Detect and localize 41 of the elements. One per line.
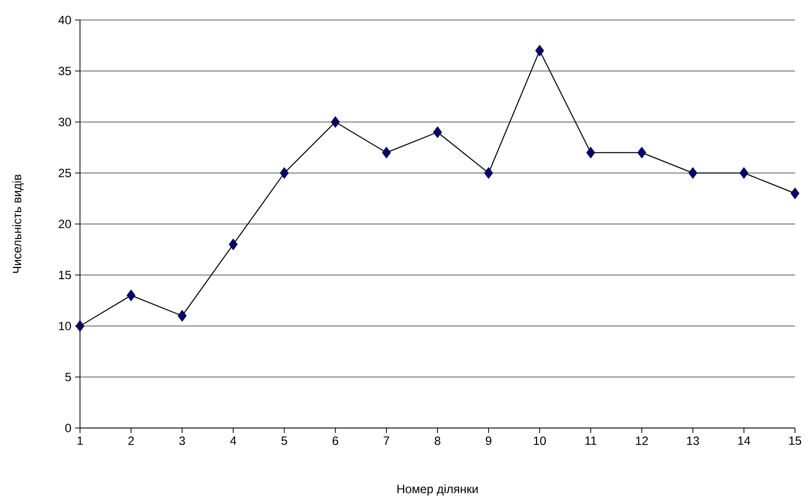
y-tick-label: 40 [58, 16, 71, 24]
x-tick-label: 12 [636, 436, 648, 445]
x-tick-label: 4 [230, 436, 236, 445]
x-axis-title: Номер ділянки [397, 484, 478, 496]
point [330, 116, 340, 128]
y-tick-label: 15 [59, 270, 71, 280]
y-tick-label: 35 [58, 66, 71, 76]
point [790, 188, 800, 200]
x-tick-label: 10 [534, 436, 546, 446]
x-tick-label: 9 [486, 436, 492, 446]
point [637, 146, 646, 158]
y-tick-label: 30 [58, 118, 71, 126]
y-tick-label: 5 [65, 372, 71, 382]
point [433, 126, 442, 138]
x-tick-label: 14 [738, 436, 750, 445]
x-tick-label: 7 [384, 436, 390, 445]
y-tick-label: 10 [59, 322, 71, 330]
x-tick-label: 5 [281, 436, 288, 445]
point [586, 146, 596, 158]
y-tick-label: 25 [58, 168, 71, 178]
point [228, 238, 238, 250]
point [280, 167, 289, 179]
x-tick-label: 3 [179, 436, 185, 446]
x-tick-label: 2 [128, 436, 134, 445]
x-tick-label: 6 [332, 436, 338, 446]
point [535, 44, 544, 56]
y-tick-label: 0 [65, 424, 72, 432]
x-tick-label: 8 [434, 436, 440, 446]
x-tick-label: 1 [78, 436, 83, 445]
point [740, 167, 748, 179]
point [382, 146, 391, 158]
point [126, 290, 136, 302]
x-tick-label: 11 [585, 436, 596, 445]
point [178, 310, 187, 322]
y-axis-title: Чисельність видів [12, 174, 24, 273]
point [484, 167, 493, 179]
x-tick-label: 15 [789, 436, 802, 445]
point [76, 320, 84, 332]
y-tick-label: 20 [58, 220, 71, 228]
x-tick-label: 13 [687, 436, 700, 446]
point [688, 167, 698, 179]
